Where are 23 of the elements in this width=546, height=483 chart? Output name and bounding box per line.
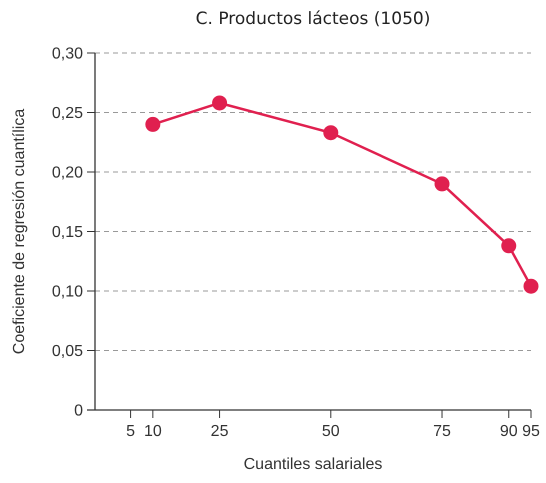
point xyxy=(434,176,450,192)
x-tick-label: 50 xyxy=(322,423,340,440)
x-tick-label: 90 xyxy=(500,423,518,440)
y-tick-label: 0,15 xyxy=(52,224,84,242)
point xyxy=(145,116,160,132)
y-tick-label: 0,30 xyxy=(52,46,84,63)
point xyxy=(212,95,228,110)
x-axis-title: Cuantiles salariales xyxy=(244,456,382,473)
x-tick-label: 10 xyxy=(144,423,162,440)
chart-title: C. Productos lácteos (1050) xyxy=(196,9,430,29)
y-tick-label: 0 xyxy=(74,402,84,420)
y-tick-label: 0,25 xyxy=(52,105,84,122)
x-tick-label: 5 xyxy=(126,423,136,440)
y-tick-label: 0,10 xyxy=(52,284,84,301)
x-tick-label: 25 xyxy=(210,423,229,440)
y-axis-title: Coeficiente de regresión cuantílica xyxy=(11,108,28,354)
y-tick-label: 0,05 xyxy=(52,343,84,360)
point xyxy=(501,238,516,254)
point xyxy=(323,125,338,140)
x-tick-label: 95 xyxy=(522,423,540,440)
x-tick-label: 75 xyxy=(433,423,452,440)
y-tick-label: 0,20 xyxy=(52,164,84,182)
point xyxy=(524,278,538,294)
